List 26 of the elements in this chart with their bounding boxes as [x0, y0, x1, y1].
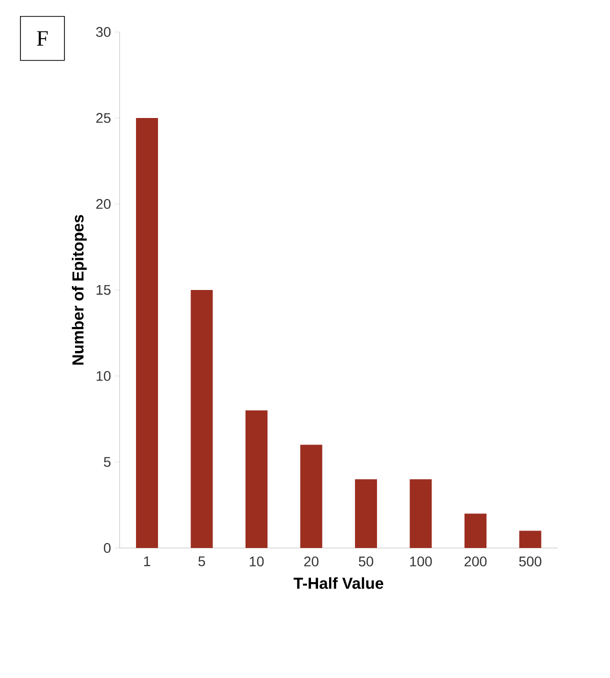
text: F	[36, 31, 48, 46]
bar	[410, 479, 432, 548]
x-tick-label: 1	[144, 556, 150, 566]
bar	[136, 118, 158, 548]
y-tick-label: 15	[96, 285, 111, 295]
x-tick-label: 50	[358, 556, 374, 566]
y-tick-label: 25	[96, 113, 111, 123]
x-axis-title: T-Half Value	[294, 577, 384, 589]
y-tick-label: 5	[104, 457, 111, 467]
x-tick-label: 10	[250, 556, 264, 566]
y-tick-label: 10	[96, 371, 111, 381]
bar	[519, 530, 542, 548]
x-tick-label: 100	[410, 556, 432, 566]
x-tick-label: 5	[198, 556, 206, 566]
bar	[464, 514, 486, 548]
x-tick-label: 20	[304, 556, 318, 566]
y-axis-title: Number of Epitopes	[72, 214, 87, 365]
x-tick-label: 500	[519, 556, 542, 566]
x-tick-label: 200	[464, 556, 487, 566]
y-tick-label: 20	[96, 199, 111, 209]
bar	[246, 410, 268, 548]
y-tick-label: 30	[96, 27, 111, 37]
bar	[354, 479, 377, 548]
bar	[190, 290, 213, 548]
bar	[300, 444, 322, 548]
y-tick-label: 0	[104, 543, 111, 553]
